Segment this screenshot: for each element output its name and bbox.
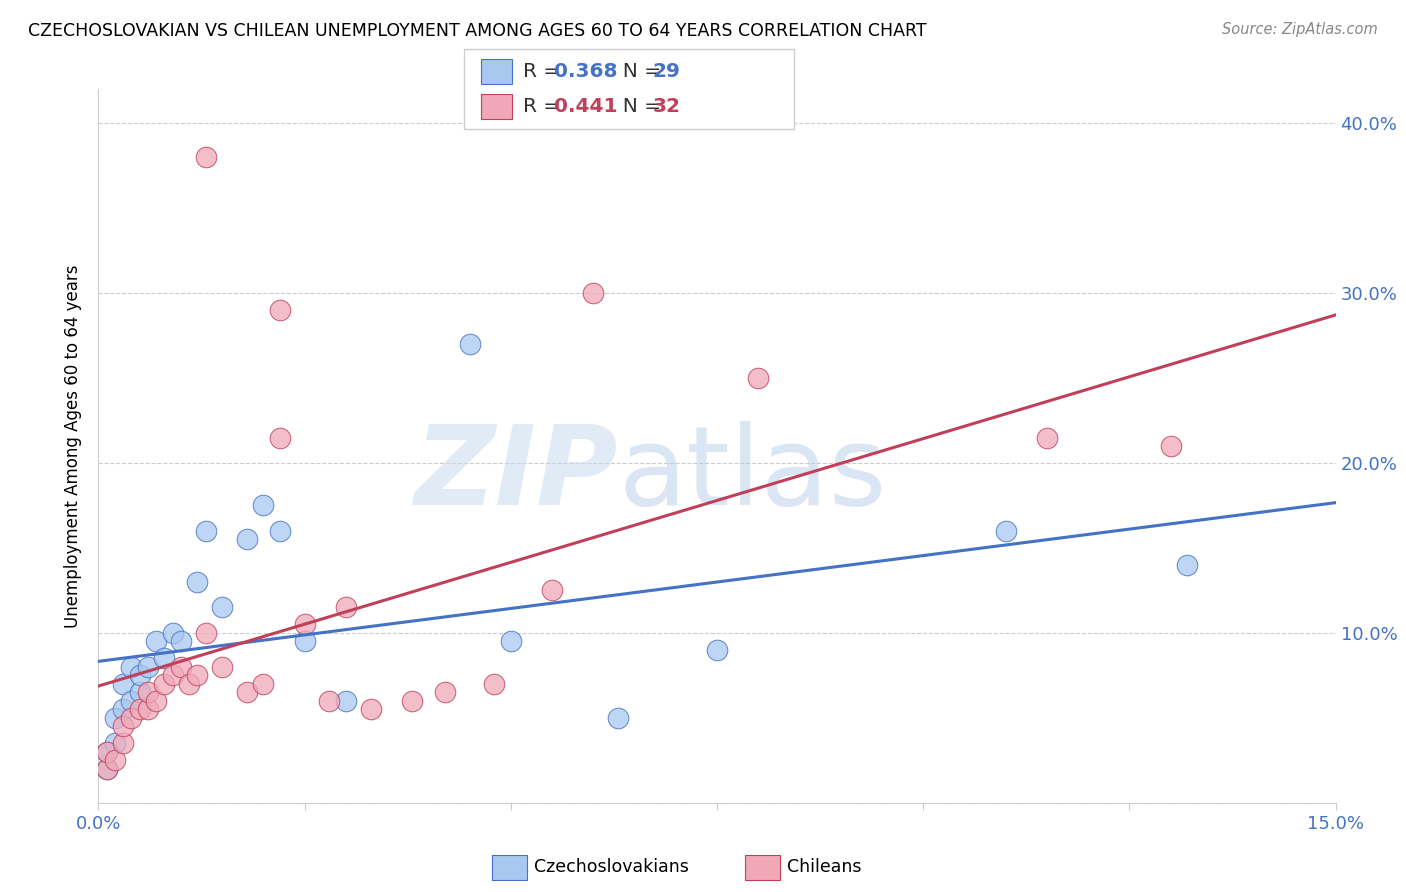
Point (1175, 558, 1198, 572)
Point (112, 677, 135, 691)
Point (96, 762, 118, 776)
Point (145, 694, 167, 708)
Point (211, 660, 233, 674)
Point (162, 668, 184, 682)
Point (112, 736, 135, 750)
Point (252, 499, 274, 513)
Point (269, 430, 291, 444)
Point (433, 685, 456, 699)
Text: 29: 29 (652, 62, 681, 81)
Text: R =: R = (523, 62, 567, 81)
Point (112, 702, 135, 716)
Point (484, 677, 506, 691)
Text: ZIP: ZIP (415, 421, 619, 528)
Point (706, 643, 728, 657)
Point (120, 694, 142, 708)
Point (162, 626, 184, 640)
Point (252, 677, 274, 691)
Text: CZECHOSLOVAKIAN VS CHILEAN UNEMPLOYMENT AMONG AGES 60 TO 64 YEARS CORRELATION CH: CZECHOSLOVAKIAN VS CHILEAN UNEMPLOYMENT … (28, 22, 927, 40)
Point (747, 371, 769, 385)
Point (499, 634, 522, 648)
Point (194, 626, 217, 640)
Point (145, 634, 167, 648)
Point (458, 337, 481, 351)
Text: Chileans: Chileans (787, 858, 862, 876)
Point (401, 694, 423, 708)
Point (153, 677, 176, 691)
Point (186, 668, 208, 682)
Point (335, 694, 357, 708)
Point (994, 524, 1017, 538)
Text: Czechoslovakians: Czechoslovakians (534, 858, 689, 876)
Point (1036, 430, 1059, 444)
Point (211, 600, 233, 615)
Point (128, 702, 150, 716)
Text: 0.368: 0.368 (554, 62, 617, 81)
Point (360, 702, 382, 716)
Point (294, 634, 316, 648)
Point (104, 711, 127, 725)
Point (269, 524, 291, 538)
Point (179, 677, 201, 691)
Point (194, 150, 217, 164)
Y-axis label: Unemployment Among Ages 60 to 64 years: Unemployment Among Ages 60 to 64 years (65, 264, 83, 628)
Point (186, 574, 208, 589)
Text: atlas: atlas (619, 421, 887, 528)
Text: N =: N = (610, 97, 668, 116)
Text: 0.441: 0.441 (554, 97, 617, 116)
Point (112, 719, 135, 733)
Text: 32: 32 (652, 97, 681, 116)
Point (120, 711, 142, 725)
Point (153, 651, 176, 665)
Point (136, 702, 159, 716)
Point (96, 745, 118, 759)
Point (128, 668, 150, 682)
Point (194, 524, 217, 538)
Point (104, 736, 127, 750)
Point (170, 634, 193, 648)
Point (236, 685, 259, 699)
Point (541, 583, 564, 598)
Text: R =: R = (523, 97, 567, 116)
Point (294, 617, 316, 632)
Point (318, 694, 340, 708)
Point (96, 762, 118, 776)
Point (607, 711, 630, 725)
Point (335, 600, 357, 615)
Point (96, 745, 118, 759)
Point (136, 685, 159, 699)
Point (104, 753, 127, 767)
Point (128, 685, 150, 699)
Text: N =: N = (610, 62, 668, 81)
Point (582, 286, 605, 301)
Point (236, 533, 259, 547)
Point (170, 660, 193, 674)
Point (120, 660, 142, 674)
Point (136, 660, 159, 674)
Point (1160, 439, 1182, 453)
Text: Source: ZipAtlas.com: Source: ZipAtlas.com (1222, 22, 1378, 37)
Point (269, 303, 291, 318)
